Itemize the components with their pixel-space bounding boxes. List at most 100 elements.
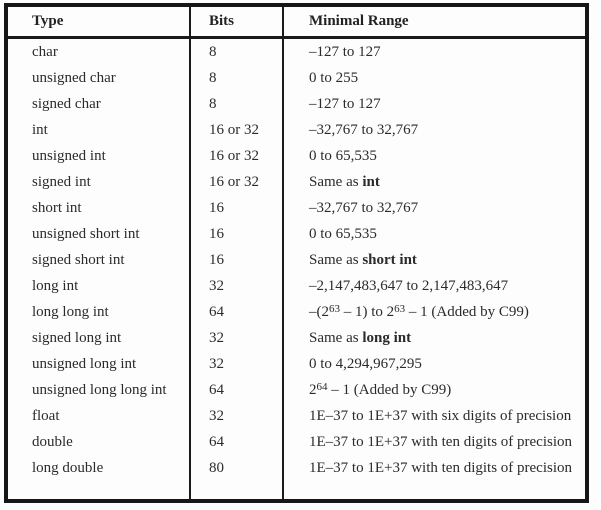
table-row: short int 16 –32,767 to 32,767 [8, 195, 585, 221]
cell-bits: 8 [189, 65, 283, 91]
cell-minimal-range: –32,767 to 32,767 [282, 195, 585, 221]
cell-minimal-range: 0 to 65,535 [282, 221, 585, 247]
table-row: signed short int 16 Same as short int [8, 247, 585, 273]
cell-bits: 32 [189, 273, 283, 299]
cell-bits: 80 [189, 455, 283, 481]
cell-type: unsigned long long int [32, 381, 167, 398]
table-row: unsigned char 8 0 to 255 [8, 65, 585, 91]
range-text: –32,767 to 32,767 [309, 199, 419, 216]
range-exponent: 63 [329, 302, 340, 315]
cell-minimal-range: 0 to 255 [282, 65, 585, 91]
cell-minimal-range: 264 – 1 (Added by C99) [282, 377, 585, 403]
table-row: unsigned long int 32 0 to 4,294,967,295 [8, 351, 585, 377]
cell-type: signed short int [32, 251, 125, 268]
range-text: 0 to 65,535 [309, 147, 377, 164]
cell-type: char [32, 43, 58, 60]
table-row: char 8 –127 to 127 [8, 37, 585, 65]
cell-minimal-range: –127 to 127 [282, 91, 585, 117]
table-row: long int 32 –2,147,483,647 to 2,147,483,64… [8, 273, 585, 299]
cell-minimal-range: –127 to 127 [282, 37, 585, 65]
range-text: Same as [309, 329, 363, 346]
cell-bits: 16 [189, 195, 283, 221]
cell-bits: 16 [189, 221, 283, 247]
cell-bits: 8 [189, 91, 283, 117]
cell-minimal-range: –32,767 to 32,767 [282, 117, 585, 143]
table-row: signed int 16 or 32 Same as int [8, 169, 585, 195]
cell-type: long int [32, 277, 79, 294]
column-header-bits: Bits [189, 7, 283, 39]
cell-type: signed long int [32, 329, 122, 346]
cell-minimal-range: Same as short int [282, 247, 585, 273]
cell-minimal-range: –2,147,483,647 to 2,147,483,647 [282, 273, 585, 299]
range-text: Same as [309, 251, 363, 268]
cell-type: signed char [32, 95, 101, 112]
cell-type: unsigned short int [32, 225, 140, 242]
cell-minimal-range: 1E–37 to 1E+37 with ten digits of precis… [282, 455, 585, 481]
range-text: –(2 [309, 303, 329, 320]
range-text: –127 to 127 [309, 43, 381, 60]
cell-bits: 16 or 32 [189, 169, 283, 195]
cell-bits: 32 [189, 325, 283, 351]
range-text: 0 to 4,294,967,295 [309, 355, 422, 372]
cell-minimal-range: –(263 – 1) to 263 – 1 (Added by C99) [282, 299, 585, 325]
range-text: 1E–37 to 1E+37 with six digits of precis… [309, 407, 572, 424]
cell-minimal-range: Same as long int [282, 325, 585, 351]
table-row: long long int 64 –(263 – 1) to 263 – 1 (Ad… [8, 299, 585, 325]
range-exponent: 64 [316, 380, 328, 393]
spacer-cell [8, 481, 190, 499]
cell-bits: 32 [189, 351, 283, 377]
cell-type: float [32, 407, 60, 424]
range-text: – 1) to 2 [340, 303, 395, 320]
table-row: double 64 1E–37 to 1E+37 with ten digits o… [8, 429, 585, 455]
range-text: – 1 (Added by C99) [405, 303, 529, 320]
cell-bits: 32 [189, 403, 283, 429]
range-text: – 1 (Added by C99) [327, 381, 452, 398]
range-text: 1E–37 to 1E+37 with ten digits of precis… [309, 459, 573, 476]
cell-type: int [32, 121, 48, 138]
range-text: 0 to 255 [309, 69, 359, 86]
cell-bits: 64 [189, 299, 283, 325]
cell-bits: 16 or 32 [189, 143, 283, 169]
table-row: int 16 or 32 –32,767 to 32,767 [8, 117, 585, 143]
cell-type: long long int [32, 303, 109, 320]
cell-type: long double [32, 459, 104, 476]
cell-minimal-range: 1E–37 to 1E+37 with six digits of precis… [282, 403, 585, 429]
cell-bits: 64 [189, 429, 283, 455]
cell-bits: 64 [189, 377, 283, 403]
table-row: float 32 1E–37 to 1E+37 with six digits of… [8, 403, 585, 429]
range-text: Same as [309, 173, 363, 190]
cell-bits: 16 or 32 [189, 117, 283, 143]
cell-type: unsigned long int [32, 355, 137, 372]
cell-type: double [32, 433, 73, 450]
cell-minimal-range: 0 to 4,294,967,295 [282, 351, 585, 377]
cell-type: short int [32, 199, 82, 216]
table-row: unsigned int 16 or 32 0 to 65,535 [8, 143, 585, 169]
range-exponent: 63 [394, 302, 406, 315]
cell-type: unsigned int [32, 147, 106, 164]
cell-type: unsigned char [32, 69, 116, 86]
cell-minimal-range: 0 to 65,535 [282, 143, 585, 169]
range-text: –127 to 127 [309, 95, 381, 112]
range-text: 1E–37 to 1E+37 with ten digits of precis… [309, 433, 573, 450]
column-header-type: Type [8, 7, 190, 39]
range-text: 0 to 65,535 [309, 225, 377, 242]
range-text: long int [362, 329, 412, 346]
cell-minimal-range: 1E–37 to 1E+37 with ten digits of precis… [282, 429, 585, 455]
range-text: –32,767 to 32,767 [309, 121, 419, 138]
table-row: signed long int 32 Same as long int [8, 325, 585, 351]
table-row: long double 80 1E–37 to 1E+37 with ten dig… [8, 455, 585, 481]
table-body: char 8 –127 to 127 unsigned char 8 0 to 255 si… [8, 37, 585, 499]
table-bottom-spacer [8, 481, 585, 499]
spacer-cell [282, 481, 585, 499]
cell-minimal-range: Same as int [282, 169, 585, 195]
table-row: signed char 8 –127 to 127 [8, 91, 585, 117]
c-data-types-table: Type Bits Minimal Range char 8 –127 to 127… [8, 7, 585, 499]
table-row: unsigned long long int 64 264 – 1 (Added b… [8, 377, 585, 403]
cell-type: signed int [32, 173, 91, 190]
table-row: unsigned short int 16 0 to 65,535 [8, 221, 585, 247]
data-types-table: Type Bits Minimal Range char 8 –127 to 127… [4, 3, 589, 503]
range-text: short int [362, 251, 417, 268]
range-text: int [362, 173, 380, 190]
spacer-cell [189, 481, 283, 499]
range-text: 2 [309, 381, 317, 398]
